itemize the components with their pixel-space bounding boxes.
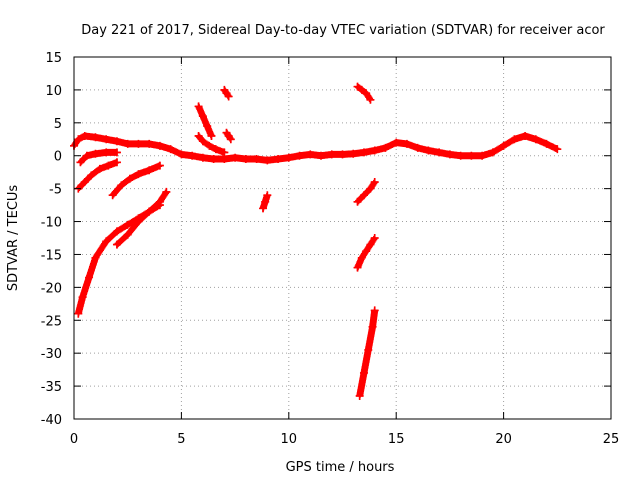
y-tick-label: -15 — [41, 248, 62, 263]
series-12 — [353, 82, 375, 104]
y-tick-label: 0 — [54, 150, 62, 165]
y-tick-label: -40 — [41, 413, 62, 428]
series-9 — [220, 85, 233, 101]
series-15 — [355, 306, 379, 400]
y-axis-label: SDTVAR / TECUs — [6, 185, 21, 292]
series-3 — [74, 158, 121, 193]
series-trace — [356, 306, 379, 400]
axis-ticks: 0 5 10 15 20 25 15 10 5 0 -5 -10 -15 -20 -25 -30 -35 -40 — [41, 51, 620, 447]
series-trace — [76, 148, 121, 166]
series-2 — [76, 148, 121, 167]
series-trace — [195, 132, 228, 156]
series-trace — [74, 201, 164, 318]
x-axis-label: GPS time / hours — [286, 460, 395, 475]
y-tick-label: 5 — [54, 117, 62, 132]
series-14 — [353, 234, 379, 272]
series-trace — [109, 162, 164, 199]
x-tick-label: 5 — [177, 432, 185, 447]
series-1 — [70, 131, 562, 165]
series-11 — [259, 191, 272, 213]
series-trace — [113, 188, 170, 249]
x-tick-label: 0 — [70, 432, 78, 447]
series-trace — [354, 234, 379, 272]
chart-title: Day 221 of 2017, Sidereal Day-to-day VTE… — [81, 23, 605, 38]
series-trace — [220, 86, 233, 100]
series-trace — [223, 129, 235, 143]
y-tick-label: -25 — [41, 314, 62, 329]
y-tick-label: -5 — [49, 183, 62, 198]
y-tick-label: 15 — [45, 51, 62, 66]
y-tick-label: -35 — [41, 380, 62, 395]
x-tick-label: 25 — [603, 432, 620, 447]
series-5 — [74, 201, 164, 318]
series-trace — [354, 83, 374, 104]
x-tick-label: 10 — [281, 432, 298, 447]
y-tick-label: -30 — [41, 347, 62, 362]
plot-frame — [73, 56, 612, 420]
y-tick-label: -10 — [41, 216, 62, 231]
series-13 — [353, 178, 379, 206]
series-6 — [112, 187, 171, 249]
data-markers — [70, 82, 562, 400]
x-tick-label: 20 — [495, 432, 512, 447]
x-tick-label: 15 — [388, 432, 405, 447]
y-tick-label: -20 — [41, 281, 62, 296]
series-trace — [195, 102, 215, 140]
series-10 — [222, 128, 235, 144]
series-4 — [108, 161, 164, 200]
series-trace — [70, 132, 561, 164]
grid-lines — [74, 57, 611, 419]
series-7 — [194, 102, 216, 140]
series-8 — [194, 131, 229, 157]
series-trace — [354, 178, 379, 206]
y-tick-label: 10 — [45, 84, 62, 99]
series-trace — [259, 191, 271, 212]
